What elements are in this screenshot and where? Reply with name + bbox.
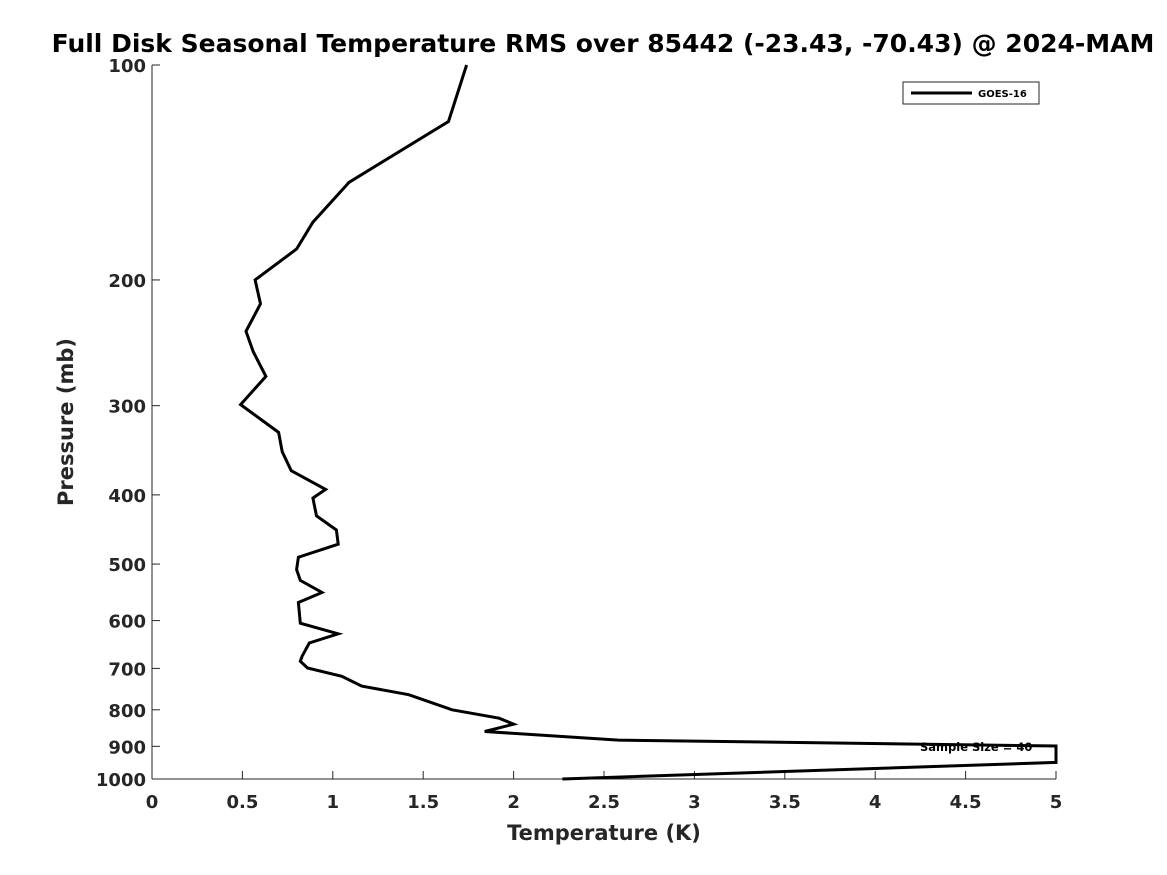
x-tick-label: 0.5 (226, 792, 258, 813)
y-tick-label: 300 (108, 397, 146, 418)
y-tick-label: 1000 (96, 770, 146, 791)
x-tick-label: 2.5 (588, 792, 620, 813)
x-tick-label: 3 (688, 792, 701, 813)
y-tick-label: 800 (108, 701, 146, 722)
y-tick-label: 700 (108, 659, 146, 680)
y-tick-label: 500 (108, 555, 146, 576)
y-tick-label: 200 (108, 271, 146, 292)
x-tick-label: 2 (507, 792, 520, 813)
y-axis-label: Pressure (mb) (54, 338, 78, 506)
x-axis-ticks: 0 0.5 1 1.5 2 2.5 3 3.5 4 4.5 5 (146, 771, 1063, 813)
plot-area (152, 65, 1056, 779)
x-tick-label: 0 (146, 792, 159, 813)
chart-title: Full Disk Seasonal Temperature RMS over … (52, 29, 1155, 58)
y-tick-label: 600 (108, 612, 146, 633)
x-tick-label: 4.5 (950, 792, 982, 813)
y-tick-label: 400 (108, 486, 146, 507)
x-axis-label: Temperature (K) (507, 821, 701, 845)
sample-size-annotation: Sample Size = 40 (920, 740, 1032, 754)
y-tick-label: 900 (108, 737, 146, 758)
y-tick-label: 100 (108, 56, 146, 77)
legend-label-goes-16: GOES-16 (978, 89, 1027, 100)
x-tick-label: 1 (327, 792, 340, 813)
x-tick-label: 4 (869, 792, 882, 813)
x-tick-label: 3.5 (769, 792, 801, 813)
legend: GOES-16 (902, 81, 1040, 105)
y-axis-ticks: 100 200 300 400 500 600 700 800 900 1000 (96, 56, 160, 791)
x-tick-label: 1.5 (407, 792, 439, 813)
series-line-goes-16 (238, 64, 1058, 781)
x-tick-label: 5 (1050, 792, 1063, 813)
